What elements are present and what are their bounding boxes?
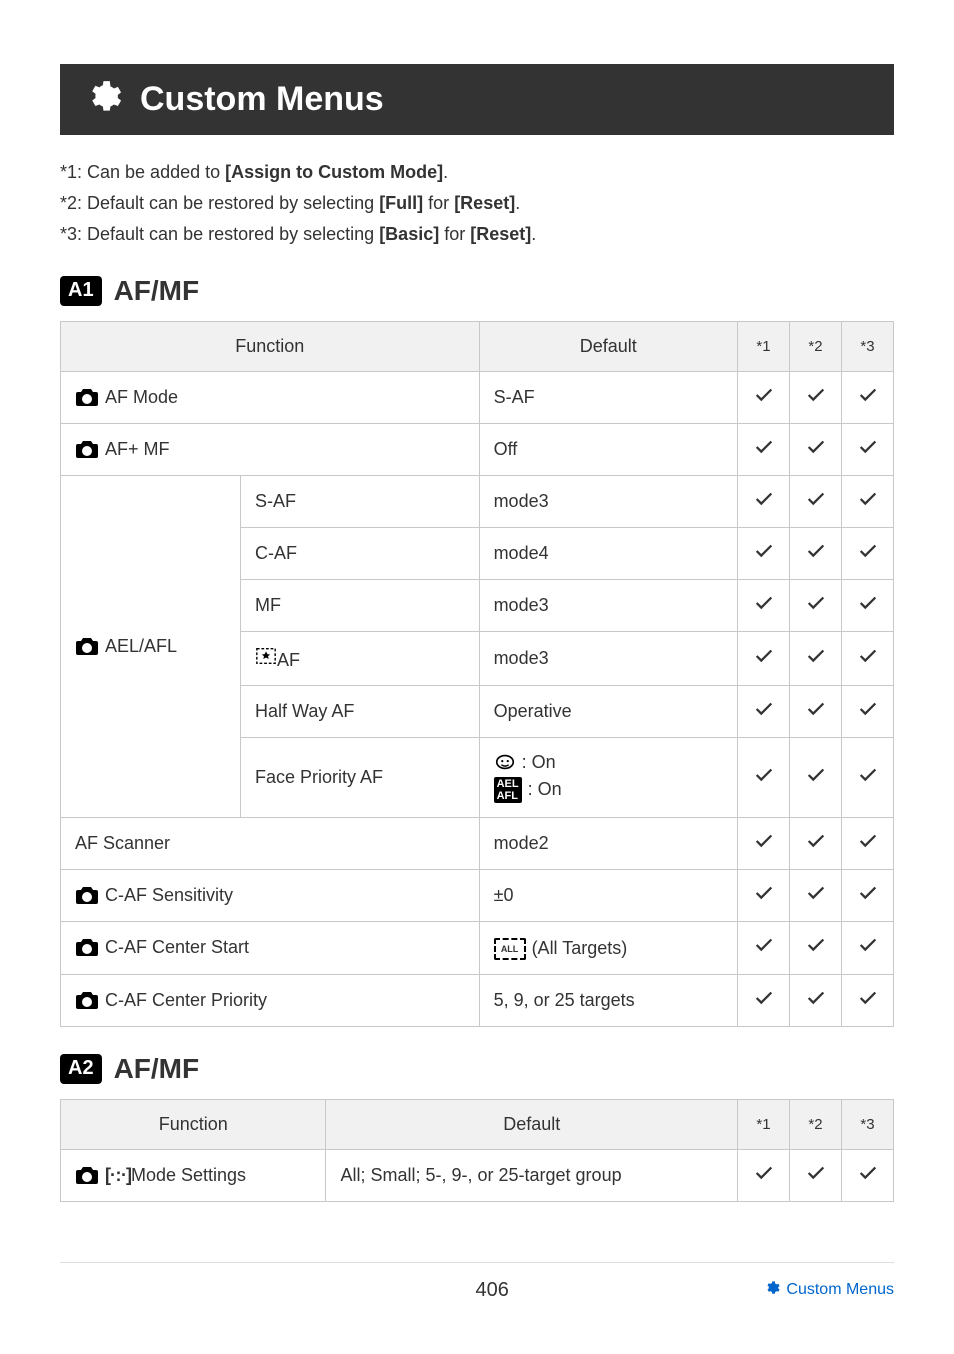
- check-icon: [753, 442, 775, 462]
- footnotes: *1: Can be added to [Assign to Custom Mo…: [60, 159, 894, 249]
- check-icon: [805, 770, 827, 790]
- footnote-3: *3: Default can be restored by selecting…: [60, 221, 894, 249]
- all-targets-icon: ALL: [494, 938, 526, 960]
- check-icon: [805, 546, 827, 566]
- a2-title: AF/MF: [114, 1053, 200, 1085]
- section-a1-header: A1 AF/MF: [60, 275, 894, 307]
- face-icon: [494, 753, 516, 771]
- col-star2: *2: [790, 321, 842, 371]
- col-star3: *3: [842, 1099, 894, 1149]
- check-icon: [805, 888, 827, 908]
- check-icon: [753, 770, 775, 790]
- check-icon: [857, 888, 879, 908]
- col-default: Default: [479, 321, 737, 371]
- check-icon: [753, 390, 775, 410]
- col-star2: *2: [790, 1099, 842, 1149]
- a1-table: Function Default *1 *2 *3 AF Mode S-AF A…: [60, 321, 894, 1027]
- check-icon: [857, 1168, 879, 1188]
- check-icon: [753, 704, 775, 724]
- gear-icon: [84, 78, 122, 121]
- target-mode-icon: [· : ·]: [105, 1165, 131, 1186]
- check-icon: [857, 993, 879, 1013]
- aelafl-badge-icon: AELAFL: [494, 777, 522, 803]
- check-icon: [857, 651, 879, 671]
- camera-icon: [75, 990, 99, 1010]
- table-row: C-AF Sensitivity ±0: [61, 869, 894, 921]
- section-a2-header: A2 AF/MF: [60, 1053, 894, 1085]
- check-icon: [857, 546, 879, 566]
- check-icon: [805, 704, 827, 724]
- col-function: Function: [61, 1099, 326, 1149]
- check-icon: [753, 888, 775, 908]
- col-function: Function: [61, 321, 480, 371]
- check-icon: [753, 836, 775, 856]
- check-icon: [805, 651, 827, 671]
- check-icon: [753, 1168, 775, 1188]
- table-row: C-AF Center Priority 5, 9, or 25 targets: [61, 974, 894, 1026]
- check-icon: [857, 494, 879, 514]
- check-icon: [857, 390, 879, 410]
- table-row: [· : ·]Mode Settings All; Small; 5-, 9-,…: [61, 1149, 894, 1201]
- col-default: Default: [326, 1099, 738, 1149]
- check-icon: [805, 598, 827, 618]
- col-star3: *3: [842, 321, 894, 371]
- camera-icon: [75, 885, 99, 905]
- page-title-bar: Custom Menus: [60, 64, 894, 135]
- gear-icon: [764, 1280, 780, 1301]
- table-row: AF+ MF Off: [61, 423, 894, 475]
- col-star1: *1: [738, 1099, 790, 1149]
- table-row: AF Mode S-AF: [61, 371, 894, 423]
- check-icon: [805, 1168, 827, 1188]
- a2-badge: A2: [60, 1054, 102, 1084]
- check-icon: [805, 993, 827, 1013]
- check-icon: [805, 390, 827, 410]
- footnote-1: *1: Can be added to [Assign to Custom Mo…: [60, 159, 894, 187]
- check-icon: [805, 494, 827, 514]
- a1-badge: A1: [60, 276, 102, 306]
- check-icon: [753, 651, 775, 671]
- page-title: Custom Menus: [140, 80, 384, 119]
- check-icon: [857, 836, 879, 856]
- check-icon: [753, 546, 775, 566]
- check-icon: [805, 836, 827, 856]
- starry-af-icon: [255, 646, 277, 666]
- camera-icon: [75, 1165, 99, 1185]
- a1-title: AF/MF: [114, 275, 200, 307]
- camera-icon: [75, 387, 99, 407]
- table-row: AEL/AFL S-AF mode3: [61, 475, 894, 527]
- camera-icon: [75, 439, 99, 459]
- check-icon: [753, 494, 775, 514]
- a2-table: Function Default *1 *2 *3 [· : ·]Mode Se…: [60, 1099, 894, 1202]
- check-icon: [857, 598, 879, 618]
- check-icon: [857, 770, 879, 790]
- camera-icon: [75, 636, 99, 656]
- check-icon: [805, 940, 827, 960]
- table-row: AF Scanner mode2: [61, 817, 894, 869]
- camera-icon: [75, 937, 99, 957]
- check-icon: [753, 598, 775, 618]
- page-footer: 406 Custom Menus: [60, 1262, 894, 1302]
- check-icon: [753, 993, 775, 1013]
- footnote-2: *2: Default can be restored by selecting…: [60, 190, 894, 218]
- check-icon: [805, 442, 827, 462]
- check-icon: [857, 442, 879, 462]
- col-star1: *1: [738, 321, 790, 371]
- footer-link[interactable]: Custom Menus: [764, 1280, 894, 1301]
- table-row: C-AF Center Start ALL(All Targets): [61, 921, 894, 974]
- check-icon: [753, 940, 775, 960]
- check-icon: [857, 940, 879, 960]
- check-icon: [857, 704, 879, 724]
- page-number: 406: [220, 1279, 764, 1302]
